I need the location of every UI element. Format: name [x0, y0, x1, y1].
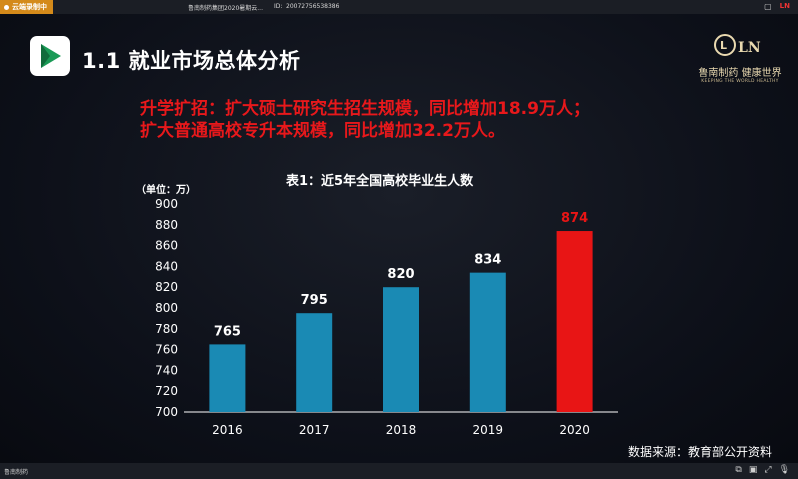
bar [469, 272, 506, 412]
y-tick-label: 700 [155, 405, 178, 419]
headline-line-2: 扩大普通高校专升本规模，同比增加32.2万人。 [140, 121, 505, 141]
play-logo-icon [30, 36, 70, 76]
record-dot-icon [4, 4, 9, 10]
svg-text:L: L [720, 39, 727, 52]
bar [556, 231, 593, 412]
bottom-controls: ⧉ ▣ ⤢ 🎙 [735, 465, 790, 475]
x-tick-label: 2019 [473, 423, 504, 437]
brand-name: 鲁南制药 健康世界 [698, 68, 782, 79]
bar-chart: 700 720 740 760 780 800 820 840 860 880 900 765 2016… [155, 197, 618, 437]
y-tick-label: 840 [155, 259, 178, 273]
bottom-toolbar: 鲁南制药 ⧉ ▣ ⤢ 🎙 [0, 463, 798, 479]
picture-in-picture-icon[interactable]: ⧉ [735, 465, 742, 475]
headline-line-1: 升学扩招：扩大硕士研究生招生规模，同比增加18.9万人； [140, 99, 590, 119]
y-tick-label: 860 [155, 239, 178, 253]
recording-indicator[interactable]: 云端录制中 [0, 0, 53, 14]
y-tick-label: 800 [155, 301, 178, 315]
window-controls: ▢ LN [764, 2, 790, 11]
bottom-name: 鲁南制药 [4, 469, 29, 476]
layout-icon[interactable]: ▣ [748, 465, 758, 475]
bar [296, 313, 333, 412]
y-tick-label: 740 [155, 363, 178, 377]
x-tick-label: 2020 [559, 423, 590, 437]
svg-text:LN: LN [738, 40, 761, 56]
chart-title: 表1：近5年全国高校毕业生人数 [286, 174, 474, 189]
y-tick-label: 900 [155, 197, 178, 211]
data-label: 874 [561, 211, 588, 226]
recording-label: 云端录制中 [12, 3, 47, 11]
y-tick-label: 720 [155, 384, 178, 398]
lock-icon[interactable]: ▢ [764, 2, 772, 11]
presentation-slide: 1.1 就业市场总体分析 L LN 鲁南制药 健康世界 KEEPING THE … [0, 14, 798, 463]
data-label: 765 [214, 324, 241, 339]
y-tick-label: 880 [155, 218, 178, 232]
x-tick-label: 2018 [386, 423, 417, 437]
company-logo-icon: L LN [714, 34, 761, 56]
logo-icon: LN [779, 2, 790, 10]
headline: 升学扩招：扩大硕士研究生招生规模，同比增加18.9万人； 扩大普通高校专升本规模… [140, 98, 590, 142]
bar [383, 287, 419, 412]
top-toolbar: 云端录制中 鲁南制药集团2020暑期云... ID: 2007275653838… [0, 0, 798, 14]
data-label: 820 [387, 267, 414, 282]
microphone-icon[interactable]: 🎙 [778, 465, 790, 475]
x-tick-label: 2016 [212, 423, 243, 437]
data-source: 数据来源：教育部公开资料 [628, 445, 773, 459]
unit-label: （单位：万） [136, 185, 196, 196]
data-label: 834 [474, 253, 501, 268]
brand-tagline: KEEPING THE WORLD HEALTHY [701, 79, 779, 84]
meeting-title: 鲁南制药集团2020暑期云... [188, 5, 263, 12]
brand-logo: L LN 鲁南制药 健康世界 KEEPING THE WORLD HEALTHY [696, 32, 784, 86]
data-label: 795 [301, 293, 328, 308]
meeting-id: 20072756538386 [286, 3, 340, 10]
fullscreen-icon[interactable]: ⤢ [764, 465, 772, 475]
bar [209, 344, 246, 412]
y-tick-label: 780 [155, 322, 178, 336]
slide-title: 1.1 就业市场总体分析 [82, 49, 301, 73]
y-tick-label: 760 [155, 343, 178, 357]
y-tick-label: 820 [155, 280, 178, 294]
meeting-id-label: ID: [274, 3, 283, 10]
x-tick-label: 2017 [299, 423, 330, 437]
